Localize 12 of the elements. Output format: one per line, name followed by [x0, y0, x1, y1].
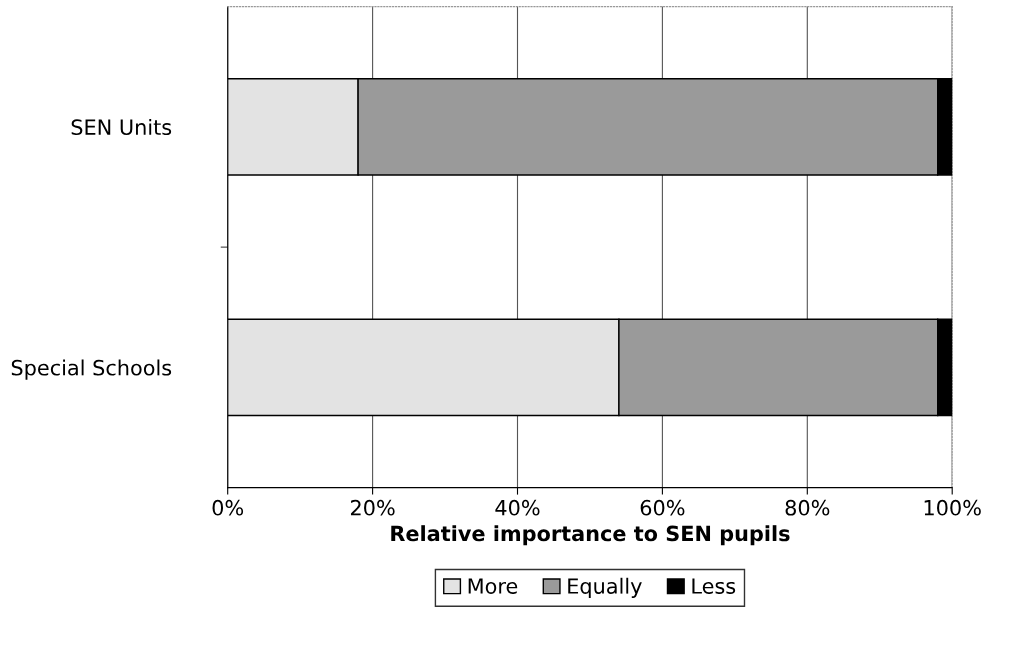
- x-tick-label: 60%: [640, 499, 685, 516]
- x-tick-label: 80%: [785, 499, 830, 516]
- x-tick-label: 0%: [212, 499, 244, 516]
- y-tick-label: Special Schools: [11, 359, 172, 380]
- x-tick-label: 40%: [495, 499, 540, 516]
- legend-label: Less: [692, 578, 736, 594]
- legend-label: More: [468, 578, 518, 594]
- x-tick-label: 100%: [924, 499, 981, 516]
- legend-label: Equally: [568, 577, 642, 598]
- x-tick-label: 20%: [350, 499, 395, 516]
- y-tick-label: SEN Units: [71, 118, 172, 136]
- x-axis-title: Relative importance to SEN pupils: [391, 525, 790, 546]
